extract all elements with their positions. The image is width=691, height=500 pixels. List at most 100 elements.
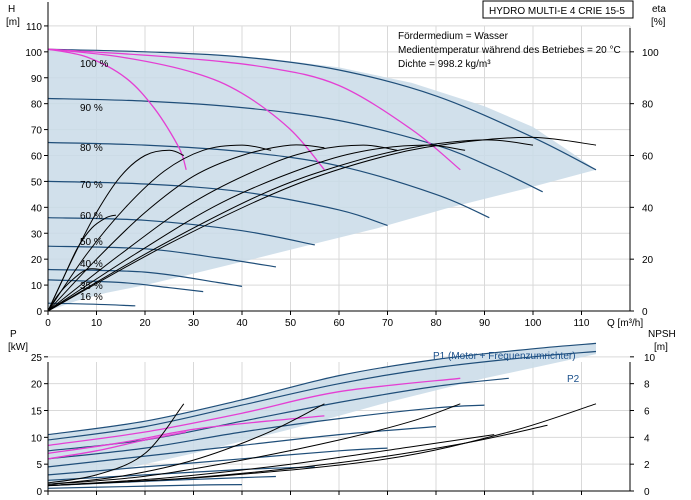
- h-tick-label-0: 0: [36, 307, 42, 318]
- chart-title: HYDRO MULTI-E 4 CRIE 15-5: [489, 6, 625, 17]
- qh-x-tick-label-10: 100: [525, 318, 542, 329]
- h-tick-label-7: 70: [31, 126, 43, 137]
- h-axis-label: H [m]: [6, 4, 20, 28]
- speed-label-4: 60 %: [80, 211, 103, 222]
- qh-x-tick-label-4: 40: [236, 318, 248, 329]
- eta-tick-label-4: 80: [642, 100, 654, 111]
- p-curve-4: [47, 426, 437, 468]
- qh-x-tick-label-2: 20: [139, 318, 151, 329]
- hq-curve-0: [47, 48, 597, 171]
- power-highlight-curves: [47, 377, 461, 460]
- hq-curve-4: [47, 217, 315, 246]
- p-tick-label-3: 15: [31, 407, 43, 418]
- power-npsh-plot: 0 5 10 15 20 25 0 2 4 6 8 10 P [kW] NPSH [m] P1 (Moto…: [8, 329, 676, 498]
- npsh-axis-label: NPSH [m]: [648, 329, 676, 353]
- npsh-curve-2: [47, 403, 461, 485]
- qh-x-tick-label-7: 70: [382, 318, 394, 329]
- hq-curve-3: [47, 180, 388, 227]
- h-tick-label-10: 100: [25, 48, 42, 59]
- qh-axes: 0 10 20 30 40 50 60 70 80 90 100 110 Q [m³/h]0102030…: [25, 2, 659, 329]
- p-highlight-0: [47, 431, 187, 460]
- qh-plot: 0 10 20 30 40 50 60 70 80 90 100 110 Q [m³/h]0102030…: [6, 0, 666, 329]
- p1-label: P1 (Motor + Frequenzumrichter): [433, 351, 576, 362]
- eta-curve-7: [47, 214, 117, 312]
- npsh-tick-label-2: 4: [644, 433, 650, 444]
- qh-x-tick-label-6: 60: [333, 318, 345, 329]
- eta-tick-label-2: 40: [642, 203, 654, 214]
- hq-curve-2: [47, 141, 490, 219]
- qh-x-tick-label-11: 110: [574, 318, 590, 329]
- info-line-2: Medientemperatur während des Betriebes =…: [398, 45, 621, 56]
- p-curve-0: [47, 342, 597, 436]
- power-axes: 0 5 10 15 20 25 0 2 4 6 8 10: [31, 353, 656, 498]
- p-curve-5: [47, 447, 388, 476]
- speed-label-2: 80 %: [80, 143, 103, 154]
- p-curve-6: [47, 466, 315, 481]
- h-tick-label-3: 30: [31, 229, 43, 240]
- eta-curve-6: [47, 136, 597, 312]
- p-tick-label-5: 25: [31, 353, 43, 364]
- speed-label-5: 50 %: [80, 237, 103, 248]
- qh-x-tick-label-3: 30: [188, 318, 200, 329]
- npsh-tick-label-5: 10: [644, 353, 656, 364]
- p-tick-label-2: 10: [31, 433, 43, 444]
- npsh-curve-3: [47, 434, 495, 487]
- npsh-curves: [47, 403, 597, 487]
- h-tick-label-2: 20: [31, 255, 43, 266]
- qh-curves: [47, 48, 597, 307]
- h-tick-label-8: 80: [31, 100, 43, 111]
- npsh-curve-0: [47, 403, 185, 484]
- hq-highlight-0: [47, 48, 187, 171]
- qh-x-tick-label-0: 0: [45, 318, 51, 329]
- speed-labels: 100 % 90 % 80 % 70 % 60 % 50 % 40 % 35 %16 %: [80, 59, 108, 303]
- eta-axis-label: eta [%]: [651, 4, 666, 28]
- p-highlight-1: [47, 415, 325, 455]
- speed-label-6: 40 %: [80, 259, 103, 270]
- p-tick-label-4: 20: [31, 380, 43, 391]
- eta-curve-4: [47, 144, 466, 312]
- h-tick-label-1: 10: [31, 281, 43, 292]
- npsh-tick-label-3: 6: [644, 407, 650, 418]
- hq-highlight-2: [47, 48, 461, 171]
- npsh-curve-5: [47, 403, 597, 487]
- info-line-1: Fördermedium = Wasser: [398, 31, 509, 42]
- qh-highlight-curves: [47, 48, 461, 171]
- npsh-tick-label-4: 8: [644, 380, 650, 391]
- eta-curve-8: [47, 268, 102, 312]
- eta-curve-1: [47, 144, 272, 312]
- p-highlight-2: [47, 377, 461, 447]
- medium-info: Fördermedium = Wasser Medientemperatur w…: [398, 31, 621, 70]
- eta-tick-label-3: 60: [642, 152, 654, 163]
- eta-curve-3: [47, 144, 398, 312]
- eta-tick-label-0: 0: [642, 307, 648, 318]
- p-axis-label: P [kW]: [8, 329, 28, 353]
- speed-label-1: 90 %: [80, 103, 103, 114]
- q-axis-label: Q [m³/h]: [607, 318, 643, 329]
- eta-tick-label-1: 20: [642, 255, 654, 266]
- h-tick-label-5: 50: [31, 177, 43, 188]
- hq-curve-7: [47, 279, 204, 293]
- hq-curve-5: [47, 245, 276, 268]
- p-curve-1: [47, 350, 597, 441]
- hq-highlight-1: [47, 48, 325, 171]
- info-line-3: Dichte = 998.2 kg/m³: [398, 59, 491, 70]
- p-curve-2: [47, 377, 509, 452]
- speed-label-3: 70 %: [80, 180, 103, 191]
- qh-x-tick-label-5: 50: [285, 318, 297, 329]
- speed-label-8: 16 %: [80, 292, 103, 303]
- qh-x-tick-label-8: 80: [430, 318, 442, 329]
- npsh-tick-label-1: 2: [644, 460, 650, 471]
- npsh-tick-label-0: 0: [644, 487, 650, 498]
- h-tick-label-6: 60: [31, 152, 43, 163]
- eta-curves: [47, 136, 597, 312]
- p2-label: P2: [567, 374, 580, 385]
- eta-tick-label-5: 100: [642, 48, 659, 59]
- qh-envelope: [48, 49, 596, 311]
- speed-label-0: 100 %: [80, 59, 108, 70]
- speed-label-7: 35 %: [80, 281, 103, 292]
- h-tick-label-11: 110: [26, 22, 42, 33]
- p-tick-label-1: 5: [36, 460, 42, 471]
- p-tick-label-0: 0: [36, 487, 42, 498]
- qh-x-tick-label-1: 10: [91, 318, 103, 329]
